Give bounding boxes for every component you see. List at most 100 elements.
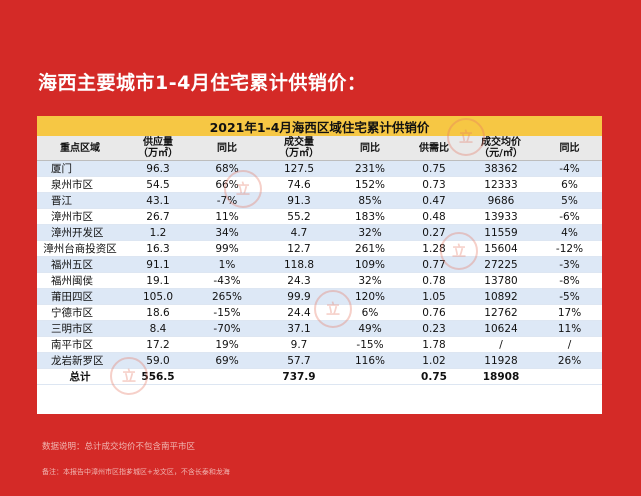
supply-sales-table-panel: 2021年1-4月海西区域住宅累计供销价 重点区域 供应量 （万㎡） 同比 成交量 （… (37, 116, 602, 414)
total-cell-price-yoy (537, 368, 602, 385)
cell-deal-yoy: 6% (337, 304, 403, 321)
cell-region: 泉州市区 (37, 176, 123, 193)
cell-supply: 91.1 (123, 256, 193, 273)
total-cell-ratio: 0.75 (403, 368, 465, 385)
cell-deal: 9.7 (261, 336, 337, 353)
cell-deal: 37.1 (261, 320, 337, 337)
cell-supply-yoy: -7% (193, 192, 261, 209)
header-region: 重点区域 (37, 136, 123, 161)
cell-supply-yoy: 66% (193, 176, 261, 193)
table-row: 宁德市区 18.6 -15% 24.4 6% 0.76 12762 17% (37, 304, 602, 321)
slide-title: 海西主要城市1-4月住宅累计供销价： (38, 72, 367, 94)
cell-ratio: 0.78 (403, 272, 465, 289)
cell-supply-yoy: 99% (193, 240, 261, 257)
cell-supply: 16.3 (123, 240, 193, 257)
cell-supply: 18.6 (123, 304, 193, 321)
table-row: 晋江 43.1 -7% 91.3 85% 0.47 9686 5% (37, 192, 602, 209)
header-supply: 供应量 （万㎡） (123, 136, 193, 161)
cell-deal: 24.3 (261, 272, 337, 289)
table-row: 莆田四区 105.0 265% 99.9 120% 1.05 10892 -5% (37, 288, 602, 305)
cell-ratio: 0.73 (403, 176, 465, 193)
cell-ratio: 1.78 (403, 336, 465, 353)
cell-region: 宁德市区 (37, 304, 123, 321)
cell-supply: 17.2 (123, 336, 193, 353)
cell-deal-yoy: 261% (337, 240, 403, 257)
cell-region: 福州五区 (37, 256, 123, 273)
cell-price: 12333 (465, 176, 537, 193)
cell-price: 10892 (465, 288, 537, 305)
cell-supply-yoy: 11% (193, 208, 261, 225)
cell-price: 38362 (465, 160, 537, 177)
cell-deal: 55.2 (261, 208, 337, 225)
header-ratio: 供需比 (403, 136, 465, 161)
total-cell-supply: 556.5 (123, 368, 193, 385)
cell-supply-yoy: 19% (193, 336, 261, 353)
cell-supply: 8.4 (123, 320, 193, 337)
cell-ratio: 1.05 (403, 288, 465, 305)
cell-price: 11559 (465, 224, 537, 241)
cell-region: 晋江 (37, 192, 123, 209)
table-total-row: 总计 556.5 737.9 0.75 18908 (37, 368, 602, 385)
table-row: 三明市区 8.4 -70% 37.1 49% 0.23 10624 11% (37, 320, 602, 337)
cell-supply-yoy: -43% (193, 272, 261, 289)
cell-ratio: 0.47 (403, 192, 465, 209)
cell-price-yoy: 26% (537, 352, 602, 369)
header-price: 成交均价 （元/㎡） (465, 136, 537, 161)
table-row: 漳州开发区 1.2 34% 4.7 32% 0.27 11559 4% (37, 224, 602, 241)
cell-price-yoy: 17% (537, 304, 602, 321)
cell-supply-yoy: 69% (193, 352, 261, 369)
cell-ratio: 1.02 (403, 352, 465, 369)
header-supply-yoy: 同比 (193, 136, 261, 161)
cell-price: / (465, 336, 537, 353)
cell-deal-yoy: 183% (337, 208, 403, 225)
cell-supply-yoy: 34% (193, 224, 261, 241)
total-cell-supply-yoy (193, 368, 261, 385)
cell-ratio: 1.28 (403, 240, 465, 257)
cell-ratio: 0.27 (403, 224, 465, 241)
cell-price-yoy: 11% (537, 320, 602, 337)
cell-deal: 127.5 (261, 160, 337, 177)
cell-deal: 74.6 (261, 176, 337, 193)
cell-supply: 1.2 (123, 224, 193, 241)
cell-supply-yoy: -15% (193, 304, 261, 321)
cell-supply-yoy: 265% (193, 288, 261, 305)
cell-deal: 118.8 (261, 256, 337, 273)
cell-supply-yoy: -70% (193, 320, 261, 337)
cell-price-yoy: -3% (537, 256, 602, 273)
cell-price-yoy: -4% (537, 160, 602, 177)
table-row: 漳州台商投资区 16.3 99% 12.7 261% 1.28 15604 -12% (37, 240, 602, 257)
cell-price-yoy: 6% (537, 176, 602, 193)
cell-supply: 96.3 (123, 160, 193, 177)
cell-deal-yoy: 231% (337, 160, 403, 177)
cell-deal-yoy: 32% (337, 224, 403, 241)
cell-price-yoy: -12% (537, 240, 602, 257)
cell-supply-yoy: 68% (193, 160, 261, 177)
data-note: 数据说明：总计成交均价不包含南平市区 (42, 442, 196, 452)
cell-supply: 43.1 (123, 192, 193, 209)
cell-ratio: 0.75 (403, 160, 465, 177)
table-row: 龙岩新罗区 59.0 69% 57.7 116% 1.02 11928 26% (37, 352, 602, 369)
cell-deal-yoy: 32% (337, 272, 403, 289)
header-deal: 成交量 （万㎡） (261, 136, 337, 161)
table-row: 福州五区 91.1 1% 118.8 109% 0.77 27225 -3% (37, 256, 602, 273)
cell-region: 南平市区 (37, 336, 123, 353)
cell-region: 三明市区 (37, 320, 123, 337)
cell-supply-yoy: 1% (193, 256, 261, 273)
cell-region: 莆田四区 (37, 288, 123, 305)
cell-ratio: 0.76 (403, 304, 465, 321)
cell-price-yoy: -8% (537, 272, 602, 289)
cell-price-yoy: 4% (537, 224, 602, 241)
cell-deal-yoy: 109% (337, 256, 403, 273)
cell-price: 27225 (465, 256, 537, 273)
total-cell-deal-yoy (337, 368, 403, 385)
supply-sales-table: 2021年1-4月海西区域住宅累计供销价 重点区域 供应量 （万㎡） 同比 成交量 （… (37, 116, 602, 385)
cell-deal-yoy: 49% (337, 320, 403, 337)
cell-deal: 4.7 (261, 224, 337, 241)
cell-region: 龙岩新罗区 (37, 352, 123, 369)
cell-price-yoy: -6% (537, 208, 602, 225)
cell-supply: 54.5 (123, 176, 193, 193)
cell-supply: 19.1 (123, 272, 193, 289)
header-deal-yoy: 同比 (337, 136, 403, 161)
cell-supply: 26.7 (123, 208, 193, 225)
cell-price: 11928 (465, 352, 537, 369)
